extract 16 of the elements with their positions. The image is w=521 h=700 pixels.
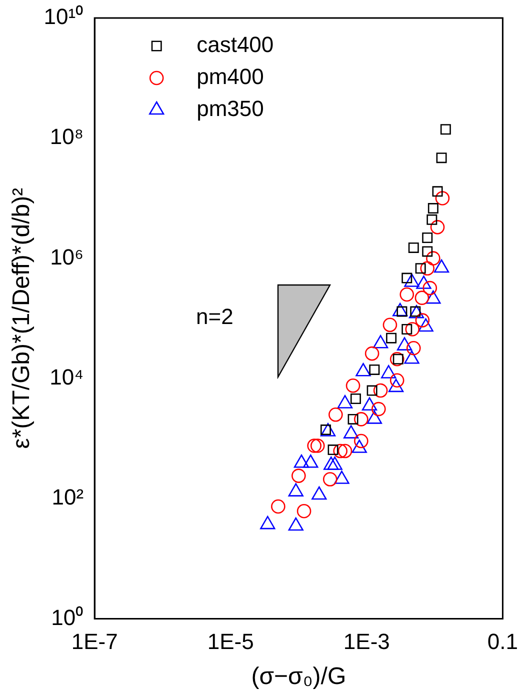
y-tick-label: 10⁶ (50, 244, 84, 270)
x-tick-label: 1E-3 (343, 629, 390, 654)
y-tick-label: 10¹⁰ (44, 4, 84, 30)
legend-label: cast400 (196, 32, 274, 58)
x-tick-label: 1E-5 (207, 629, 254, 654)
y-axis-title: ε*(KT/Gb)*(1/Deff)*(d/b)² (8, 188, 36, 449)
x-tick-label: 1E-7 (71, 629, 118, 654)
x-tick-label: 0.1 (487, 629, 518, 654)
x-axis-title: (σ−σ₀)/G (251, 663, 346, 690)
y-tick-label: 10⁰ (51, 604, 84, 630)
annotation: n=2 (196, 304, 234, 330)
y-tick-label: 10⁴ (50, 364, 84, 390)
legend-label: pm400 (196, 64, 264, 90)
legend-label: pm350 (196, 96, 264, 122)
y-tick-label: 10² (52, 484, 84, 510)
y-tick-label: 10⁸ (50, 124, 84, 150)
